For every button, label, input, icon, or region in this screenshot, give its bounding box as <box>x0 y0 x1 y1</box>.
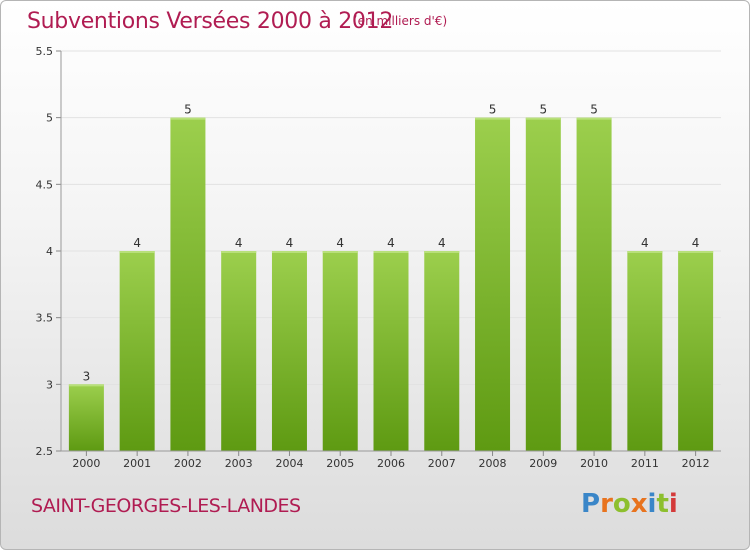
x-tick-label: 2005 <box>326 457 354 470</box>
x-tick-label: 2006 <box>377 457 405 470</box>
value-label: 4 <box>438 236 446 250</box>
logo-letter: x <box>630 489 648 519</box>
bar-2002[interactable] <box>170 117 206 452</box>
value-label: 3 <box>83 369 91 383</box>
value-label: 4 <box>692 236 700 250</box>
bar-2000[interactable] <box>68 384 104 451</box>
value-label: 5 <box>489 103 497 117</box>
y-tick-label: 3 <box>46 378 53 391</box>
logo-letter: r <box>600 489 613 519</box>
x-tick-label: 2001 <box>123 457 151 470</box>
x-tick-labels: 2000 2001 2002 2003 2004 2005 2006 2007 2008 2009… <box>72 457 709 470</box>
value-label: 4 <box>387 236 395 250</box>
bars <box>68 117 714 452</box>
bar-highlight <box>373 251 409 253</box>
value-label: 5 <box>590 103 598 117</box>
x-tick-label: 2009 <box>529 457 557 470</box>
bar-2004[interactable] <box>271 251 307 451</box>
unit-note: (en milliers d'€) <box>353 14 448 28</box>
commune-name: SAINT-GEORGES-LES-LANDES <box>31 495 301 517</box>
bar-highlight <box>576 117 612 120</box>
logo-letter: i <box>647 489 657 519</box>
bar-2011[interactable] <box>627 251 663 451</box>
y-tick-label: 2.5 <box>36 445 54 458</box>
x-tick-label: 2002 <box>174 457 202 470</box>
x-tick-label: 2011 <box>631 457 659 470</box>
proxiti-logo[interactable]: Proxiti <box>581 489 678 519</box>
bar-2006[interactable] <box>373 251 409 451</box>
value-label: 4 <box>235 236 243 250</box>
logo-letter: P <box>581 489 601 519</box>
bar-highlight <box>170 117 206 120</box>
bar-2009[interactable] <box>525 117 561 452</box>
value-labels: 3 4 5 4 4 4 4 4 5 5 5 4 4 <box>83 103 700 384</box>
y-tick-labels: 2.5 3 3.5 4 4.5 5 5.5 <box>36 45 54 458</box>
bar-highlight <box>525 117 561 120</box>
bar-highlight <box>119 251 155 253</box>
bar-highlight <box>627 251 663 253</box>
value-label: 4 <box>286 236 294 250</box>
x-tick-label: 2008 <box>479 457 507 470</box>
bar-2001[interactable] <box>119 251 155 451</box>
bar-2008[interactable] <box>475 117 511 452</box>
bar-highlight <box>322 251 358 253</box>
logo-letter: t <box>656 489 669 519</box>
bar-highlight <box>221 251 257 253</box>
bar-highlight <box>424 251 460 253</box>
logo-letter: i <box>668 489 678 519</box>
bar-highlight <box>678 251 714 253</box>
value-label: 5 <box>539 103 547 117</box>
y-tick-label: 5.5 <box>36 45 54 58</box>
value-label: 5 <box>184 103 192 117</box>
x-tick-label: 2007 <box>428 457 456 470</box>
value-label: 4 <box>133 236 141 250</box>
y-tick-label: 5 <box>46 112 53 125</box>
y-tick-label: 3.5 <box>36 312 54 325</box>
bar-highlight <box>68 384 104 387</box>
bar-2010[interactable] <box>576 117 612 452</box>
x-tick-label: 2000 <box>72 457 100 470</box>
logo-letter: o <box>612 489 631 519</box>
bar-2005[interactable] <box>322 251 358 451</box>
chart-title: Subventions Versées 2000 à 2012 <box>27 9 394 34</box>
bar-highlight <box>271 251 307 253</box>
y-tick-label: 4.5 <box>36 178 54 191</box>
x-tick-label: 2012 <box>682 457 710 470</box>
bar-2012[interactable] <box>678 251 714 451</box>
x-tick-label: 2010 <box>580 457 608 470</box>
x-tick-label: 2003 <box>225 457 253 470</box>
bar-2007[interactable] <box>424 251 460 451</box>
value-label: 4 <box>336 236 344 250</box>
x-tick-label: 2004 <box>275 457 303 470</box>
bar-2003[interactable] <box>221 251 257 451</box>
value-label: 4 <box>641 236 649 250</box>
y-tick-label: 4 <box>46 245 53 258</box>
bar-highlight <box>475 117 511 120</box>
axes <box>60 51 721 456</box>
